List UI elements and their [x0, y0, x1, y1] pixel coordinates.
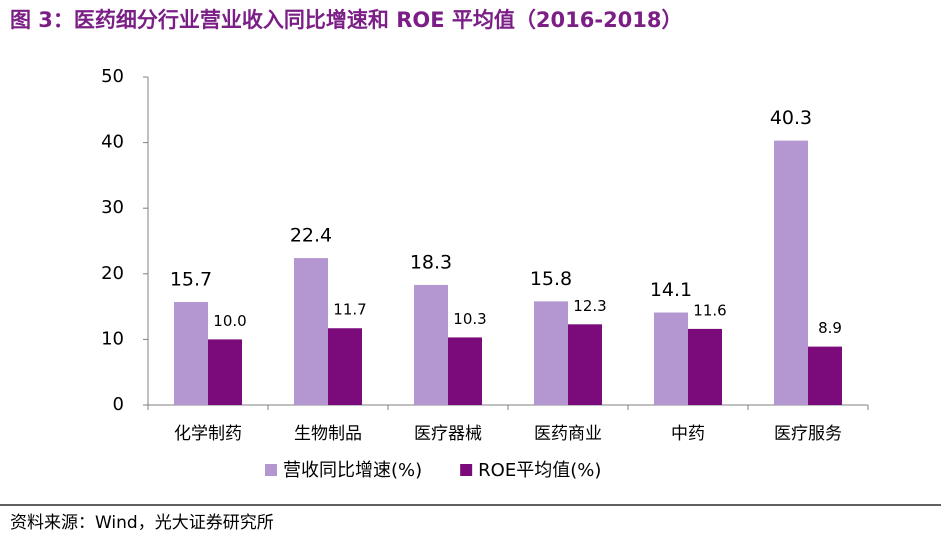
legend-label: ROE平均值(%): [478, 460, 601, 481]
x-tick-label: 医疗服务: [774, 424, 842, 444]
x-tick-label: 医疗器械: [414, 424, 482, 444]
bar: [294, 258, 328, 405]
bar: [688, 328, 722, 405]
bar: [568, 324, 602, 405]
y-tick-label: 50: [101, 66, 124, 87]
bar: [654, 312, 688, 405]
value-label: 15.7: [170, 269, 212, 291]
y-tick-label: 10: [101, 328, 124, 349]
bar: [448, 337, 482, 405]
legend-swatch: [460, 464, 473, 476]
y-tick-label: 30: [101, 197, 124, 218]
legend-label: 营收同比增速(%): [283, 460, 422, 481]
x-tick-label: 化学制药: [174, 424, 242, 444]
x-tick-label: 医药商业: [534, 424, 602, 444]
value-label: 11.7: [333, 301, 366, 319]
value-label: 10.0: [213, 312, 246, 330]
bar: [414, 284, 448, 405]
bar: [774, 140, 808, 405]
chart-title: 图 3：医药细分行业营业收入同比增速和 ROE 平均值（2016-2018）: [10, 8, 683, 32]
value-label: 12.3: [573, 297, 606, 315]
x-tick-label: 中药: [671, 424, 705, 444]
value-label: 10.3: [453, 310, 486, 328]
value-label: 18.3: [410, 251, 452, 273]
value-label: 22.4: [290, 225, 332, 247]
value-label: 15.8: [530, 268, 572, 290]
source: 资料来源：Wind，光大证券研究所: [10, 513, 274, 533]
legend-swatch: [265, 464, 277, 476]
x-tick-label: 生物制品: [294, 424, 362, 444]
bar: [208, 339, 242, 405]
value-label: 40.3: [770, 107, 812, 129]
value-label: 14.1: [650, 279, 692, 301]
value-label: 8.9: [818, 319, 842, 337]
bar: [174, 302, 208, 405]
bar: [534, 301, 568, 405]
value-label: 11.6: [693, 301, 726, 319]
bar: [328, 328, 362, 405]
y-tick-label: 40: [101, 132, 124, 153]
bar: [808, 346, 842, 405]
y-tick-label: 0: [113, 394, 124, 415]
y-tick-label: 20: [101, 263, 124, 284]
